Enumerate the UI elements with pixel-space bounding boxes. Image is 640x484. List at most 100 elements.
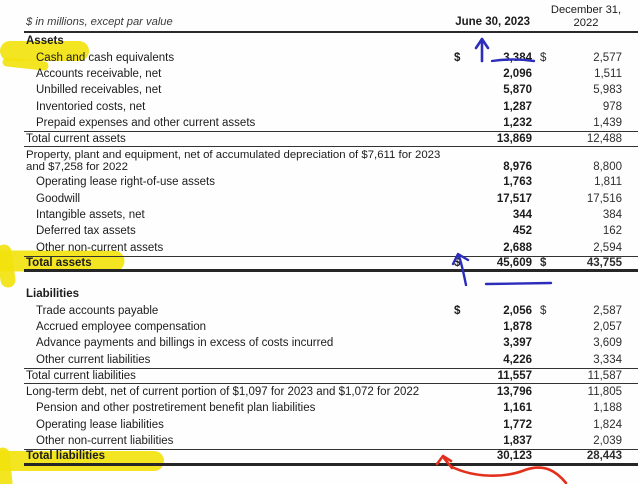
table-row: Total assets $45,609 $43,755 [24, 255, 638, 273]
value-2023: 344 [512, 209, 532, 222]
column-header-december-2022: December 31, 2022 [534, 4, 638, 29]
value-2022: 8,800 [593, 161, 622, 174]
value-2023: 3,397 [503, 337, 532, 350]
value-2022: 5,983 [593, 84, 622, 97]
table-row: Inventoried costs, net 1,287 978 [24, 98, 638, 114]
table-row: Trade accounts payable $2,056 $2,587 [24, 303, 638, 319]
row-label: Operating lease liabilities [36, 418, 164, 431]
row-label: Inventoried costs, net [36, 100, 146, 113]
table-row: Other non-current liabilities 1,837 2,039 [24, 433, 638, 449]
row-label: Other non-current liabilities [36, 435, 174, 448]
row-label: Trade accounts payable [36, 304, 159, 317]
value-2022: 2,039 [593, 435, 622, 448]
table-row: Property, plant and equipment, net of ac… [24, 147, 638, 174]
value-2023: 8,976 [503, 161, 532, 174]
table-row: Deferred tax assets 452 162 [24, 223, 638, 239]
value-2023: 2,056 [503, 304, 532, 317]
row-label: Pension and other postretirement benefit… [36, 402, 316, 415]
value-2023: 1,161 [503, 402, 532, 415]
table-row: Other current liabilities 4,226 3,334 [24, 351, 638, 367]
row-label: Deferred tax assets [36, 225, 136, 238]
value-2023: 3,384 [503, 51, 532, 64]
row-label: Goodwill [36, 192, 81, 205]
section-header: Assets [26, 35, 64, 48]
value-2022: 2,057 [593, 321, 622, 333]
row-label: Property, plant and equipment, net of ac… [26, 148, 441, 174]
table-row: Cash and cash equivalents $3,384 $2,577 [24, 50, 638, 66]
table-row: Goodwill 17,517 17,516 [24, 191, 638, 207]
value-2022: 1,811 [594, 176, 622, 189]
value-2022: 17,516 [586, 192, 622, 205]
value-2023: 4,226 [503, 353, 532, 366]
dollar-sign-2023: $ [454, 304, 461, 317]
row-label: Intangible assets, net [36, 209, 145, 222]
table-row: Total current assets 13,869 12,488 [24, 130, 638, 148]
value-2023: 11,557 [497, 369, 532, 382]
value-2023: 2,096 [503, 67, 532, 80]
value-2022: 28,443 [586, 450, 622, 463]
table-row: Unbilled receivables, net 5,870 5,983 [24, 82, 638, 98]
value-2023: 1,878 [503, 321, 532, 333]
row-label: Other non-current assets [36, 241, 164, 254]
table-header: $ in millions, except par value June 30,… [24, 0, 638, 33]
balance-sheet-table: $ in millions, except par value June 30,… [24, 0, 638, 466]
value-2022: 1,511 [594, 67, 622, 80]
value-2022: 1,188 [593, 402, 622, 415]
dollar-sign-2023: $ [454, 51, 461, 64]
value-2022: 1,824 [593, 418, 622, 431]
value-2023: 1,772 [503, 418, 532, 431]
table-row: Prepaid expenses and other current asset… [24, 115, 638, 131]
row-label: Total current liabilities [26, 369, 136, 382]
row-label: Total current assets [26, 133, 126, 146]
value-2023: 1,837 [503, 435, 532, 448]
dollar-sign-2022: $ [540, 256, 547, 269]
value-2022: 43,755 [586, 256, 622, 269]
section-gap [24, 272, 638, 286]
table-row: Accounts receivable, net 2,096 1,511 [24, 66, 638, 82]
value-2022: 2,577 [593, 51, 622, 64]
value-2023: 17,517 [496, 192, 532, 205]
table-body: Assets Cash and cash equivalents $3,384 $2,… [24, 33, 638, 466]
value-2023: 30,123 [496, 450, 532, 463]
value-2022: 978 [602, 100, 622, 113]
column-header-december-2022-line2: 2022 [573, 16, 599, 29]
table-row: Long-term debt, net of current portion o… [24, 384, 638, 400]
table-row: Pension and other postretirement benefit… [24, 400, 638, 416]
value-2022: 162 [602, 225, 622, 238]
table-row: Operating lease right-of-use assets 1,763… [24, 174, 638, 190]
row-label: Prepaid expenses and other current asset… [36, 116, 256, 129]
table-row: Other non-current assets 2,688 2,594 [24, 239, 638, 255]
value-2022: 3,334 [593, 353, 622, 366]
table-row: Total liabilities 30,123 28,443 [24, 449, 638, 466]
row-label: Operating lease right-of-use assets [36, 176, 215, 189]
table-row: Advance payments and billings in excess … [24, 335, 638, 351]
column-header-december-2022-line1: December 31, [550, 4, 622, 16]
value-2023: 13,796 [496, 386, 532, 399]
section-header: Liabilities [26, 288, 80, 301]
value-2022: 12,488 [586, 133, 622, 146]
value-2022: 11,805 [587, 386, 622, 399]
table-row: Total current liabilities 11,557 11,587 [24, 367, 638, 385]
row-label: Total assets [26, 256, 92, 269]
row-label: Advance payments and billings in excess … [36, 337, 334, 350]
value-2022: 3,609 [593, 337, 622, 350]
table-row: Operating lease liabilities 1,772 1,824 [24, 417, 638, 433]
value-2022: 2,594 [593, 241, 622, 254]
value-2023: 45,609 [496, 256, 532, 269]
row-label: Accrued employee compensation [36, 321, 207, 333]
row-label: Unbilled receivables, net [36, 84, 162, 97]
table-row: Accrued employee compensation 1,878 2,057 [24, 319, 638, 335]
value-2023: 1,287 [503, 100, 532, 113]
value-2022: 384 [602, 209, 622, 222]
table-row: Intangible assets, net 344 384 [24, 207, 638, 223]
row-label: Total liabilities [26, 450, 106, 463]
value-2023: 1,763 [503, 176, 532, 189]
value-2022: 11,587 [587, 369, 622, 382]
value-2022: 1,439 [593, 116, 622, 129]
value-2023: 5,870 [503, 84, 532, 97]
dollar-sign-2022: $ [540, 51, 547, 64]
value-2023: 2,688 [503, 241, 532, 254]
value-2023: 452 [512, 225, 532, 238]
value-2023: 13,869 [496, 133, 532, 146]
